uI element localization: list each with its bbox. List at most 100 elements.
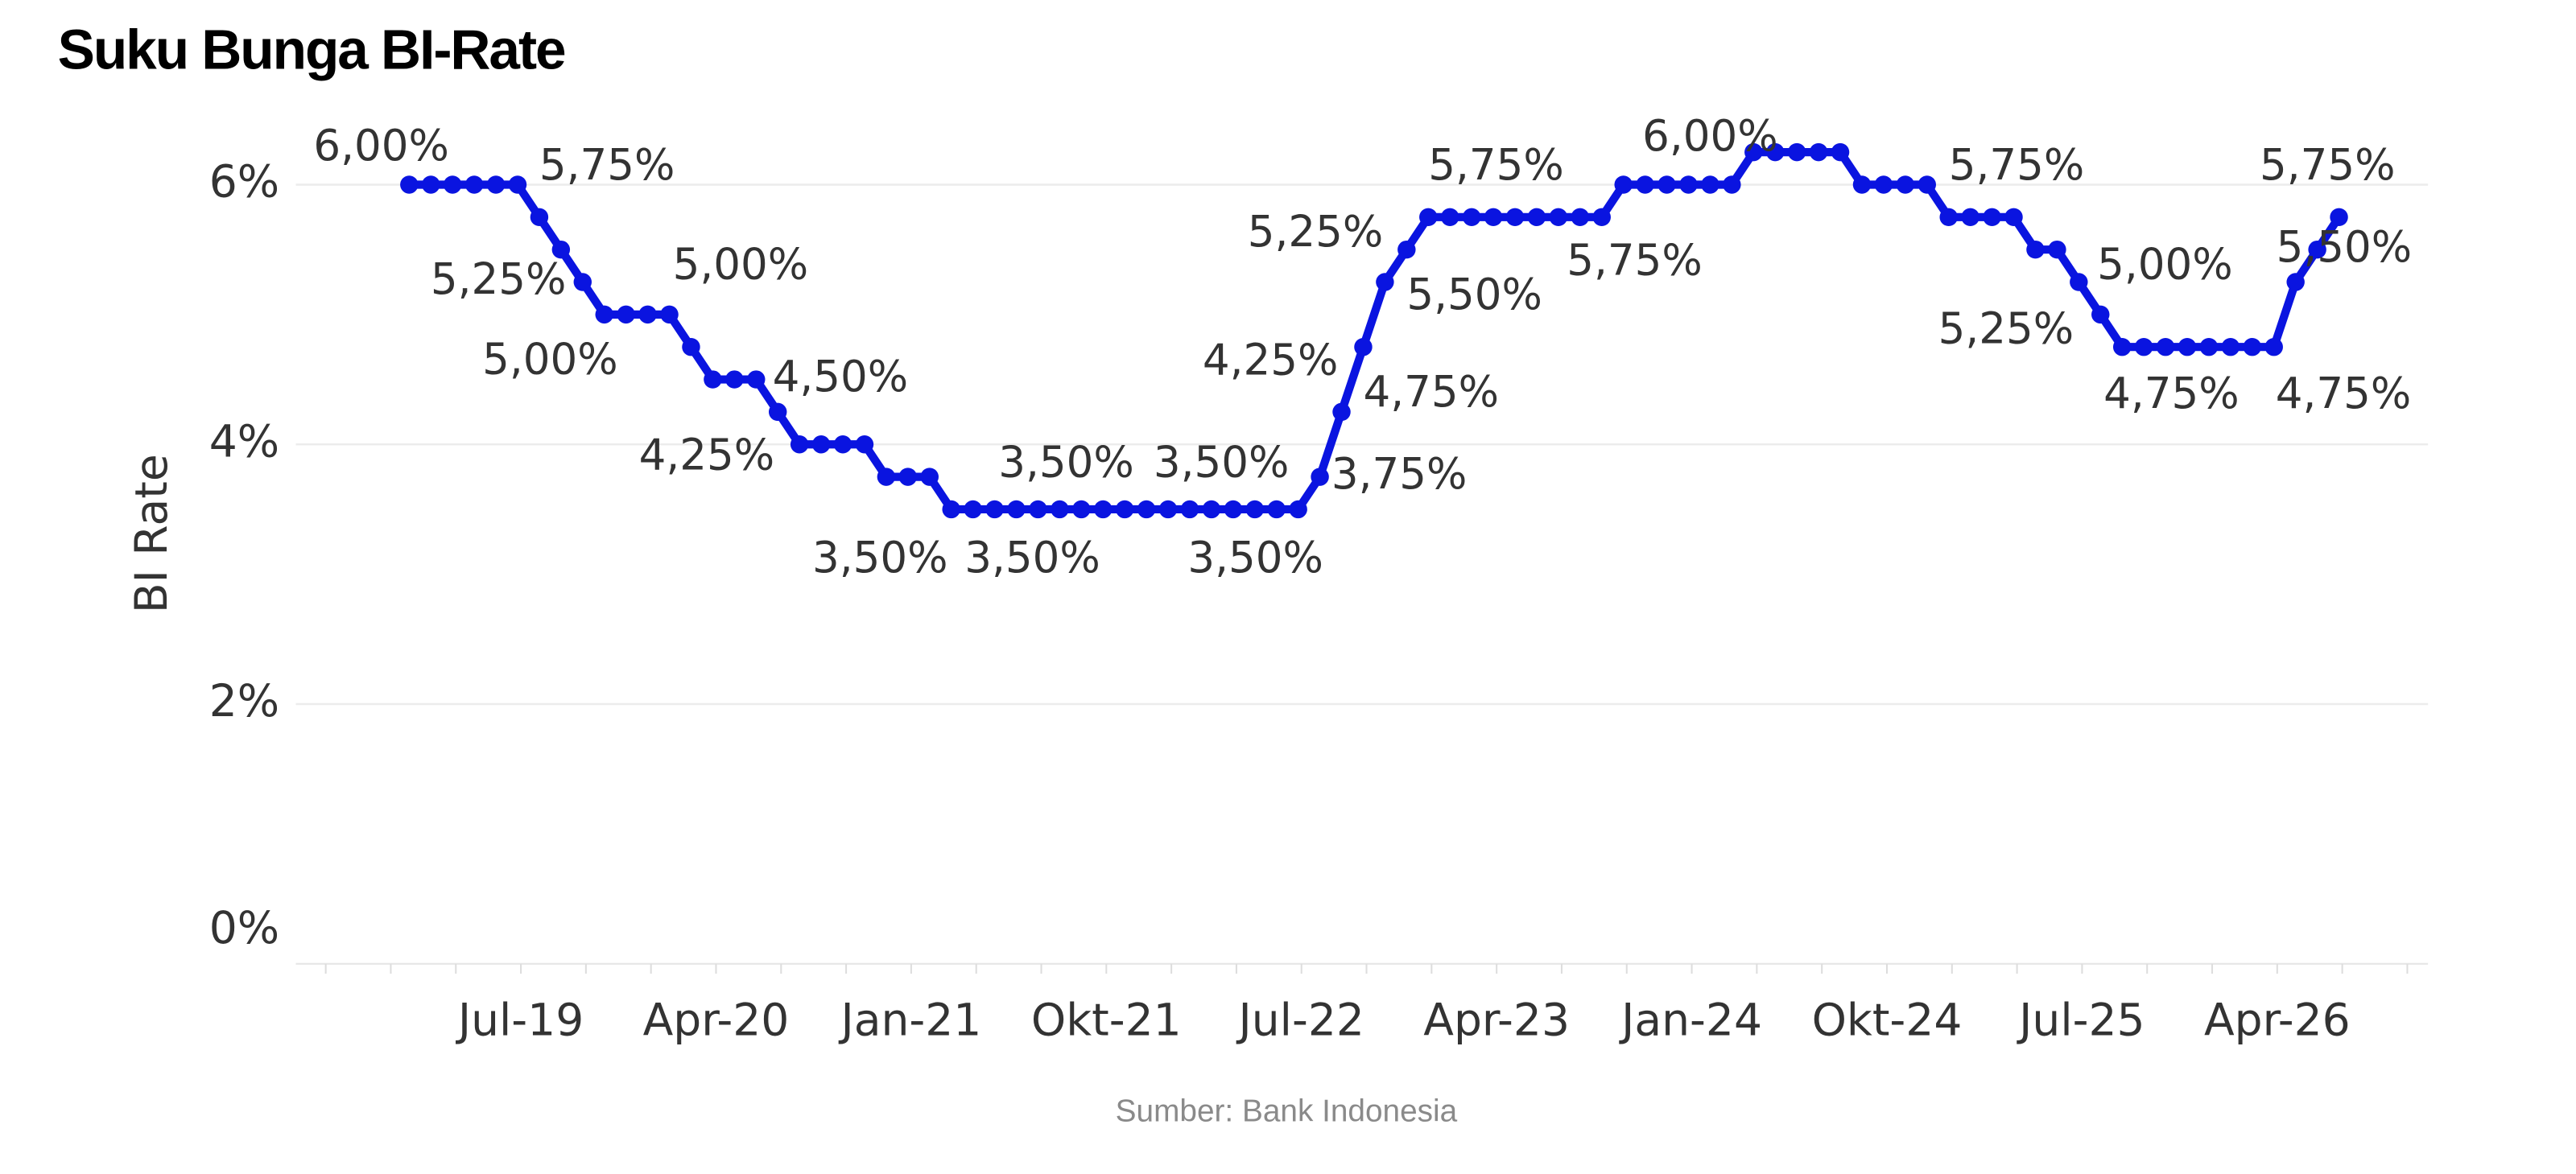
data-label: 4,50% — [773, 352, 909, 402]
point — [1289, 500, 1307, 519]
point — [1158, 500, 1178, 519]
data-label: 3,50% — [1187, 533, 1323, 583]
x-tick-label: Jan-24 — [1619, 994, 1762, 1045]
point — [1115, 500, 1134, 519]
point — [617, 305, 635, 324]
point — [2112, 337, 2132, 356]
point — [704, 370, 722, 389]
point — [1202, 500, 1221, 519]
point — [1809, 142, 1828, 162]
x-tick-label: Jul-22 — [1236, 994, 1364, 1045]
data-label: 4,25% — [639, 430, 775, 480]
point — [2264, 337, 2283, 356]
y-tick-label: 2% — [209, 675, 279, 727]
point — [1852, 175, 1872, 194]
point — [1766, 142, 1785, 162]
point — [877, 468, 896, 486]
data-label: 6,00% — [313, 121, 449, 171]
point — [595, 305, 613, 324]
point — [2286, 273, 2305, 291]
point — [551, 240, 571, 259]
data-label: 3,50% — [812, 533, 948, 583]
point — [1462, 208, 1481, 227]
point — [1440, 208, 1459, 227]
point — [1571, 208, 1590, 227]
point — [638, 305, 657, 324]
data-label: 5,75% — [2260, 140, 2396, 190]
data-label: 3,50% — [1154, 437, 1290, 487]
point — [1983, 208, 2001, 227]
x-tick-label: Jan-21 — [838, 994, 981, 1045]
point — [1701, 175, 1719, 194]
point — [1051, 500, 1069, 519]
point — [1029, 500, 1047, 519]
chart-title: Suku Bunga BI-Rate — [58, 19, 565, 81]
point — [1961, 208, 1979, 227]
point — [1896, 175, 1915, 194]
point — [2004, 208, 2023, 227]
point — [1224, 500, 1243, 519]
point — [2221, 337, 2240, 356]
point — [2330, 208, 2348, 227]
point — [1505, 208, 1525, 227]
point — [1354, 337, 1373, 356]
data-label: 5,50% — [1406, 270, 1542, 319]
data-label: 3,50% — [964, 533, 1100, 583]
data-label: 5,50% — [2277, 222, 2413, 272]
point — [811, 435, 831, 454]
point — [2156, 337, 2175, 356]
point — [1072, 500, 1091, 519]
data-label: 4,75% — [1363, 367, 1499, 417]
point — [768, 402, 787, 422]
point — [1094, 500, 1113, 519]
point — [400, 175, 419, 194]
point — [985, 500, 1004, 519]
point — [1592, 208, 1611, 227]
point — [508, 175, 527, 194]
x-tick-label: Okt-24 — [1812, 994, 1963, 1045]
point — [1007, 500, 1026, 519]
y-tick-label: 0% — [209, 902, 279, 954]
point — [1376, 273, 1394, 291]
point — [747, 370, 766, 389]
data-label: 5,00% — [482, 335, 618, 385]
data-label: 4,25% — [1203, 335, 1339, 385]
point — [2134, 337, 2153, 356]
point — [422, 175, 440, 194]
point — [1397, 240, 1416, 259]
point — [1918, 175, 1937, 194]
point — [1137, 500, 1156, 519]
point — [2178, 337, 2197, 356]
point — [1723, 175, 1741, 194]
point — [1180, 500, 1199, 519]
data-label: 5,00% — [2097, 239, 2233, 289]
data-label: 5,75% — [539, 140, 675, 190]
point — [1657, 175, 1676, 194]
data-label: 5,75% — [1428, 140, 1564, 190]
data-label: 5,75% — [1567, 236, 1703, 286]
point — [1831, 142, 1850, 162]
point — [790, 435, 809, 454]
x-tick-label: Jul-19 — [456, 994, 584, 1045]
point — [2048, 240, 2066, 259]
y-tick-label: 6% — [209, 156, 279, 208]
point — [2070, 273, 2088, 291]
data-label: 3,50% — [998, 437, 1134, 487]
point — [855, 435, 874, 454]
point — [2243, 337, 2262, 356]
point — [833, 435, 852, 454]
y-tick-label: 4% — [209, 415, 279, 467]
point — [464, 175, 484, 194]
point — [1267, 500, 1286, 519]
point — [898, 468, 918, 486]
data-label: 3,75% — [1331, 449, 1468, 499]
data-label: 5,25% — [431, 254, 567, 304]
data-label: 5,75% — [1949, 140, 2085, 190]
point — [1311, 468, 1329, 486]
point — [1874, 175, 1893, 194]
point — [660, 305, 679, 324]
data-label: 6,00% — [1642, 111, 1778, 161]
point — [2308, 240, 2326, 259]
